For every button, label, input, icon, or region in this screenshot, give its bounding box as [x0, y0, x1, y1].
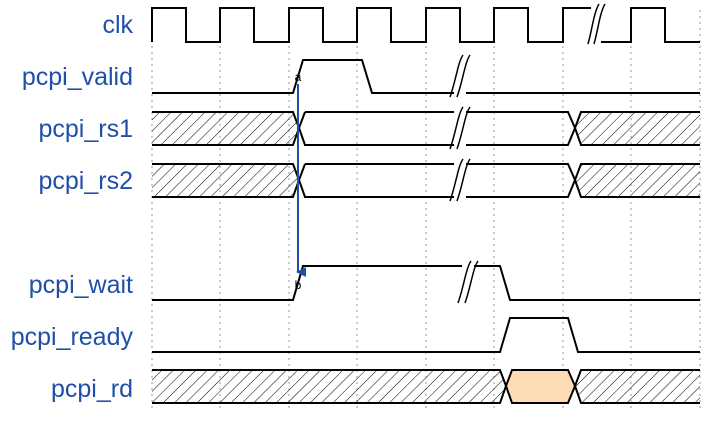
- pcpi-rs1-bus: [152, 106, 700, 150]
- signal-label-clk: clk: [102, 11, 133, 39]
- pcpi-wait-waveform: [152, 265, 700, 301]
- pcpi-valid-time-break: [449, 54, 471, 98]
- clk-time-break: [587, 3, 606, 46]
- signal-labels: clk pcpi_valid pcpi_rs1 pcpi_rs2 pcpi_wa…: [11, 11, 134, 403]
- pcpi-valid-waveform: [152, 59, 700, 94]
- signal-label-pcpi-rs1: pcpi_rs1: [39, 115, 134, 143]
- pcpi-rs2-valid-data: [297, 163, 577, 198]
- pcpi-wait-time-break: [457, 260, 479, 304]
- signal-label-pcpi-rs2: pcpi_rs2: [39, 167, 134, 195]
- pcpi-rs2-undefined: [152, 164, 299, 197]
- pcpi-ready-waveform: [152, 317, 700, 353]
- pcpi-rd-bus: [152, 369, 700, 404]
- causality-arrow: a b: [295, 70, 306, 292]
- clk-waveform: [151, 7, 700, 43]
- pcpi-rs1-undefined: [152, 112, 299, 145]
- pcpi-rd-undefined: [152, 370, 506, 403]
- signal-label-pcpi-wait: pcpi_wait: [29, 271, 133, 299]
- pcpi-rs2-undefined: [575, 164, 700, 197]
- pcpi-rd-result: [504, 369, 577, 404]
- pcpi-rs1-valid-data: [297, 111, 577, 146]
- pcpi-rs1-undefined: [575, 112, 700, 145]
- signal-label-pcpi-ready: pcpi_ready: [11, 323, 134, 351]
- marker-label-a: a: [295, 70, 302, 84]
- pcpi-rs2-bus: [152, 158, 700, 202]
- grid-lines: [151, 10, 701, 408]
- marker-label-b: b: [295, 278, 302, 292]
- pcpi-rd-undefined: [575, 370, 700, 403]
- signal-label-pcpi-valid: pcpi_valid: [22, 63, 133, 91]
- signal-label-pcpi-rd: pcpi_rd: [51, 375, 133, 403]
